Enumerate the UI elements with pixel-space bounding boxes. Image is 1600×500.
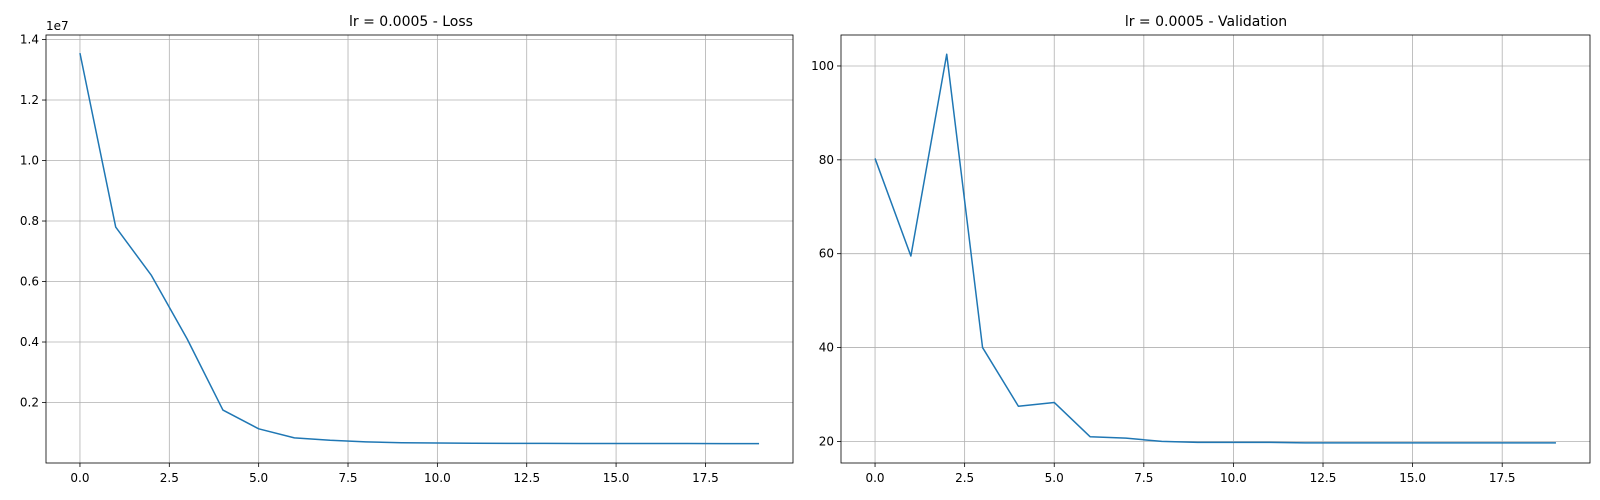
validation-x-tick-label: 15.0 (1399, 471, 1426, 485)
validation-x-tick-label: 5.0 (1045, 471, 1064, 485)
validation-y-tick-label: 100 (811, 59, 834, 73)
loss-x-tick-label: 17.5 (692, 471, 719, 485)
validation-x-tick-label: 10.0 (1220, 471, 1247, 485)
loss-series-line (79, 52, 760, 445)
loss-x-tick-label: 10.0 (424, 471, 451, 485)
loss-x-tick-label: 5.0 (249, 471, 268, 485)
loss-y-tick-label: 0.8 (20, 214, 39, 228)
loss-gridlines (46, 35, 793, 463)
loss-y-tick-label: 1.4 (20, 33, 39, 47)
validation-y-tick-label: 40 (819, 341, 834, 355)
loss-y-tick-label: 0.4 (20, 335, 39, 349)
loss-y-offset-label: 1e7 (46, 19, 69, 33)
validation-panel: lr = 0.0005 - Validation 0.0 2.5 5.0 7.5 10.… (811, 14, 1591, 485)
validation-x-tick-label: 12.5 (1310, 471, 1337, 485)
loss-y-tick-label: 1.2 (20, 93, 39, 107)
loss-panel: lr = 0.0005 - Loss 1e7 0.0 2.5 5.0 7.5 10.0 1… (20, 14, 794, 485)
validation-ticks: 0.0 2.5 5.0 7.5 10.0 12.5 15.0 17.5 20 40 60 80 100 (811, 59, 1515, 485)
validation-x-tick-label: 2.5 (955, 471, 974, 485)
loss-x-tick-label: 12.5 (513, 471, 540, 485)
validation-chart-title: lr = 0.0005 - Validation (1125, 14, 1287, 30)
loss-y-tick-label: 0.2 (20, 396, 39, 410)
loss-x-tick-label: 0.0 (70, 471, 89, 485)
loss-x-tick-label: 7.5 (338, 471, 357, 485)
validation-plot-frame (840, 34, 1591, 464)
validation-x-tick-label: 0.0 (865, 471, 884, 485)
loss-chart-title: lr = 0.0005 - Loss (349, 14, 473, 30)
validation-x-tick-label: 7.5 (1134, 471, 1153, 485)
loss-plot-frame (45, 34, 794, 464)
validation-x-tick-label: 17.5 (1489, 471, 1516, 485)
loss-x-tick-label: 2.5 (160, 471, 179, 485)
validation-y-tick-label: 20 (819, 434, 834, 448)
validation-series-line (874, 53, 1556, 444)
loss-y-tick-label: 0.6 (20, 275, 39, 289)
validation-y-tick-label: 60 (819, 247, 834, 261)
loss-ticks: 0.0 2.5 5.0 7.5 10.0 12.5 15.0 17.5 0.2 0.4 0.6 0.8… (20, 33, 719, 485)
validation-gridlines (841, 35, 1590, 463)
validation-y-tick-label: 80 (819, 153, 834, 167)
loss-x-tick-label: 15.0 (603, 471, 630, 485)
loss-y-tick-label: 1.0 (20, 154, 39, 168)
